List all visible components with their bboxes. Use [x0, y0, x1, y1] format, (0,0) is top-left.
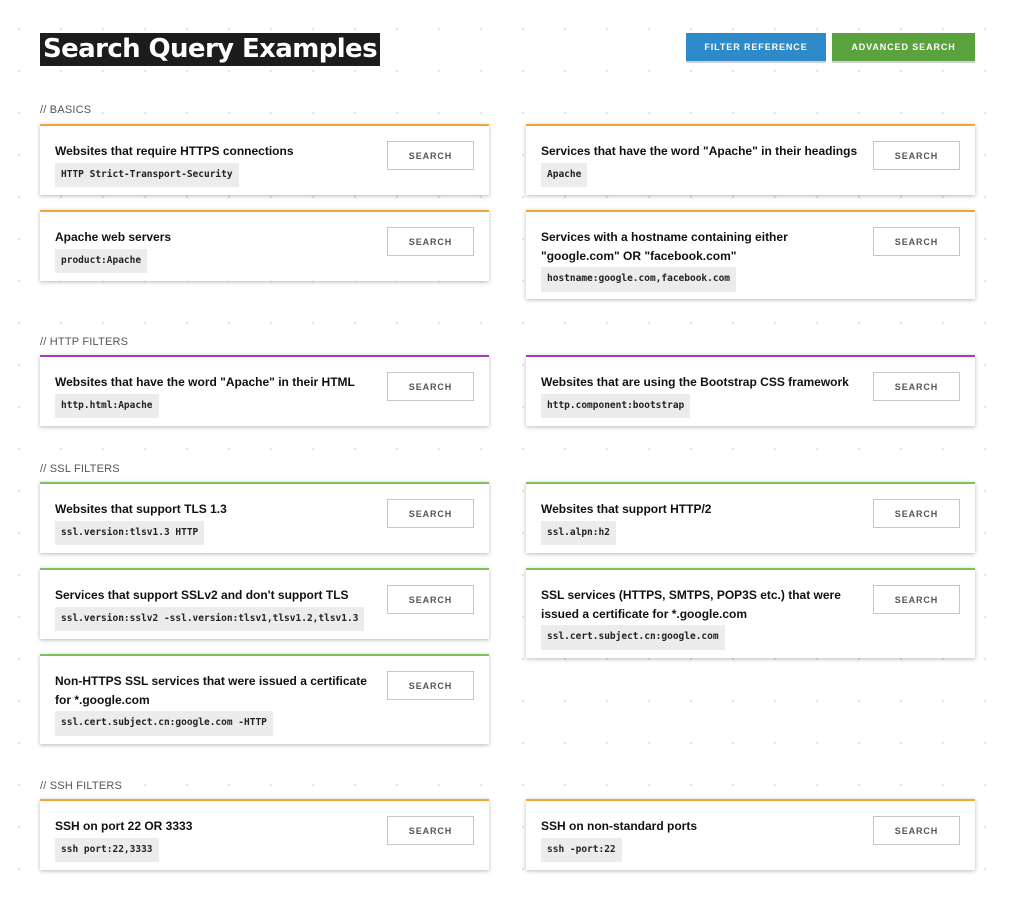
query-code: ssh -port:22 — [541, 837, 622, 862]
section-heading-http-filters: // HTTP FILTERS — [40, 336, 129, 348]
query-description: SSH on port 22 OR 3333 — [55, 819, 193, 833]
query-card: Apache web servers product:Apache SEARCH — [40, 210, 489, 281]
query-description: Websites that are using the Bootstrap CS… — [541, 375, 849, 389]
query-card: Websites that support TLS 1.3 ssl.versio… — [40, 482, 489, 553]
query-card: Non-HTTPS SSL services that were issued … — [40, 654, 489, 744]
search-button[interactable]: SEARCH — [387, 816, 474, 845]
query-description: Websites that support TLS 1.3 — [55, 502, 227, 516]
page-title: Search Query Examples — [40, 33, 380, 66]
query-card: Services that support SSLv2 and don't su… — [40, 568, 489, 639]
section-heading-basics: // BASICS — [40, 104, 92, 116]
query-card: Services that have the word "Apache" in … — [526, 124, 975, 195]
query-description-block: Websites that have the word "Apache" in … — [55, 373, 377, 418]
query-code: ssl.cert.subject.cn:google.com — [541, 625, 725, 650]
query-description-block: Services with a hostname containing eith… — [541, 228, 863, 292]
query-card: SSL services (HTTPS, SMTPS, POP3S etc.) … — [526, 568, 975, 658]
query-card: SSH on non-standard ports ssh -port:22 S… — [526, 799, 975, 870]
query-description: Websites that have the word "Apache" in … — [55, 375, 355, 389]
query-description: SSH on non-standard ports — [541, 819, 697, 833]
query-description-block: SSH on port 22 OR 3333 ssh port:22,3333 — [55, 817, 377, 862]
query-description-block: Non-HTTPS SSL services that were issued … — [55, 672, 377, 736]
query-card: Websites that require HTTPS connections … — [40, 124, 489, 195]
query-card: Websites that support HTTP/2 ssl.alpn:h2… — [526, 482, 975, 553]
query-description: SSL services (HTTPS, SMTPS, POP3S etc.) … — [541, 588, 841, 621]
query-description-block: Services that have the word "Apache" in … — [541, 142, 863, 187]
search-button[interactable]: SEARCH — [387, 141, 474, 170]
search-button[interactable]: SEARCH — [873, 227, 960, 256]
query-code: ssl.version:tlsv1.3 HTTP — [55, 520, 205, 545]
section-heading-ssh-filters: // SSH FILTERS — [40, 780, 123, 792]
query-card: Websites that have the word "Apache" in … — [40, 355, 489, 426]
query-code: HTTP Strict-Transport-Security — [55, 162, 239, 187]
query-description-block: Websites that support TLS 1.3 ssl.versio… — [55, 500, 377, 545]
query-code: hostname:google.com,facebook.com — [541, 267, 737, 292]
query-card: Services with a hostname containing eith… — [526, 210, 975, 299]
query-description: Services with a hostname containing eith… — [541, 230, 788, 263]
query-description-block: SSL services (HTTPS, SMTPS, POP3S etc.) … — [541, 586, 863, 650]
search-button[interactable]: SEARCH — [873, 585, 960, 614]
search-button[interactable]: SEARCH — [873, 816, 960, 845]
query-code: ssh port:22,3333 — [55, 837, 159, 862]
search-button[interactable]: SEARCH — [387, 585, 474, 614]
search-button[interactable]: SEARCH — [873, 372, 960, 401]
query-description: Non-HTTPS SSL services that were issued … — [55, 674, 367, 707]
query-card: SSH on port 22 OR 3333 ssh port:22,3333 … — [40, 799, 489, 870]
query-code: http.html:Apache — [55, 393, 159, 418]
query-description: Websites that require HTTPS connections — [55, 144, 294, 158]
filter-reference-button[interactable]: FILTER REFERENCE — [686, 33, 826, 61]
query-description: Websites that support HTTP/2 — [541, 502, 712, 516]
query-code: http.component:bootstrap — [541, 393, 691, 418]
query-description: Services that support SSLv2 and don't su… — [55, 588, 349, 602]
query-description: Services that have the word "Apache" in … — [541, 144, 858, 158]
query-code: ssl.alpn:h2 — [541, 520, 616, 545]
search-button[interactable]: SEARCH — [387, 671, 474, 700]
query-code: Apache — [541, 162, 588, 187]
query-description-block: SSH on non-standard ports ssh -port:22 — [541, 817, 863, 862]
query-description-block: Apache web servers product:Apache — [55, 228, 377, 273]
search-button[interactable]: SEARCH — [873, 141, 960, 170]
query-card: Websites that are using the Bootstrap CS… — [526, 355, 975, 426]
search-button[interactable]: SEARCH — [387, 372, 474, 401]
query-code: product:Apache — [55, 248, 148, 273]
query-description-block: Websites that are using the Bootstrap CS… — [541, 373, 863, 418]
query-description-block: Websites that support HTTP/2 ssl.alpn:h2 — [541, 500, 863, 545]
search-button[interactable]: SEARCH — [387, 499, 474, 528]
query-description: Apache web servers — [55, 230, 172, 244]
section-heading-ssl-filters: // SSL FILTERS — [40, 463, 120, 475]
query-code: ssl.cert.subject.cn:google.com -HTTP — [55, 711, 273, 736]
query-code: ssl.version:sslv2 -ssl.version:tlsv1,tls… — [55, 606, 365, 631]
search-button[interactable]: SEARCH — [873, 499, 960, 528]
query-description-block: Websites that require HTTPS connections … — [55, 142, 377, 187]
search-button[interactable]: SEARCH — [387, 227, 474, 256]
advanced-search-button[interactable]: ADVANCED SEARCH — [832, 33, 975, 61]
query-description-block: Services that support SSLv2 and don't su… — [55, 586, 377, 631]
